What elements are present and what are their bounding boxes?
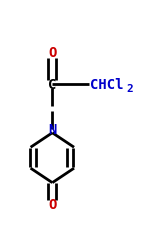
- Text: CHCl: CHCl: [90, 78, 124, 92]
- Text: O: O: [48, 46, 57, 60]
- Text: N: N: [48, 122, 57, 136]
- Text: C: C: [48, 78, 57, 92]
- Text: 2: 2: [126, 84, 133, 94]
- Text: O: O: [48, 197, 57, 211]
